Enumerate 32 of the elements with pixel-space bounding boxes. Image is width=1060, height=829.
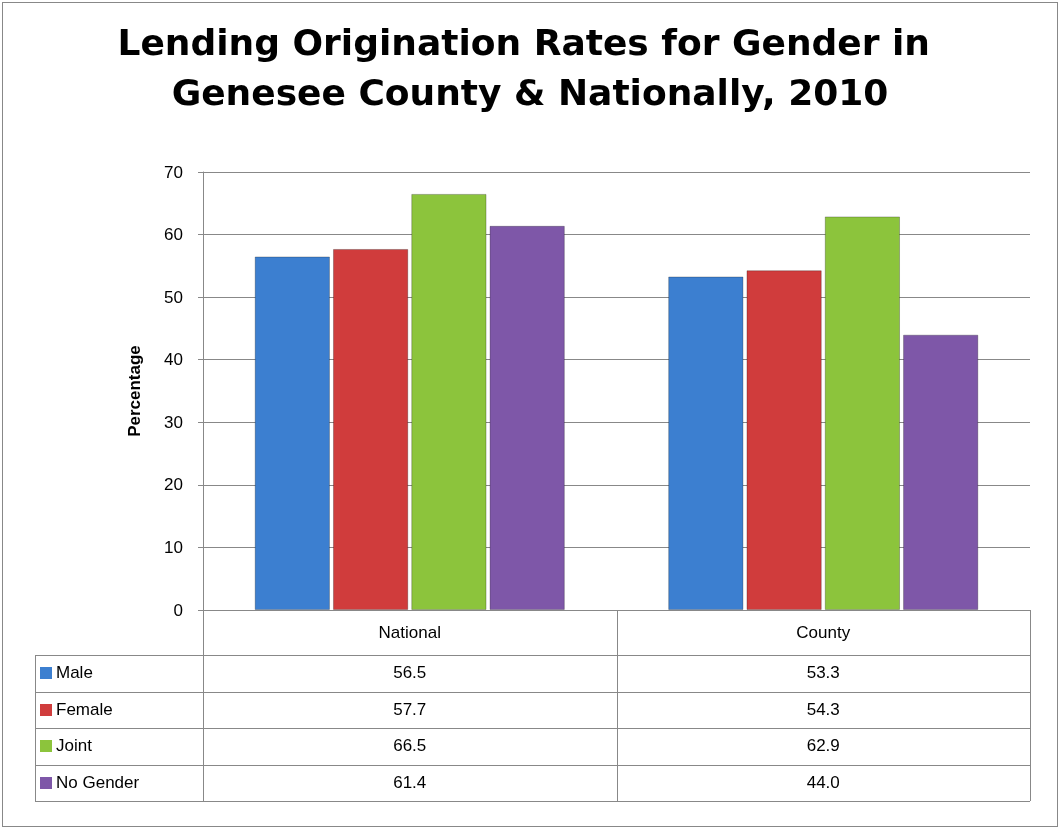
data-label: 66.5 — [392, 735, 428, 758]
y-tick-label: 30 — [164, 412, 183, 432]
data-label: 62.9 — [805, 735, 841, 758]
bar — [824, 216, 901, 610]
x-tick-label: County — [796, 623, 851, 642]
chart-title: Lending Origination Rates for Gender in Genesee County & Nationally, 2010 — [117, 21, 943, 113]
data-label: 53.3 — [805, 662, 841, 685]
y-tick-label: 50 — [164, 287, 183, 307]
y-tick-label: 60 — [164, 225, 183, 245]
x-tick-label: National — [378, 623, 441, 642]
y-axis-title: Percentage — [125, 345, 144, 437]
data-label: 44.0 — [805, 771, 841, 794]
legend-label: No Gender — [55, 771, 140, 794]
y-tick-label: 40 — [164, 350, 183, 370]
y-tick-label: 70 — [164, 162, 183, 182]
y-tick-label: 20 — [164, 475, 183, 495]
bar — [746, 270, 822, 610]
bar — [903, 334, 979, 610]
legend-label: Male — [55, 662, 93, 685]
data-label: 56.5 — [392, 662, 428, 685]
legend-label: Joint — [55, 735, 92, 758]
data-label: 57.7 — [392, 698, 428, 721]
legend-label: Female — [55, 698, 113, 721]
data-label: 54.3 — [805, 698, 841, 721]
bar — [332, 248, 409, 610]
bar — [668, 276, 744, 610]
y-tick-label: 0 — [173, 600, 183, 620]
bar — [254, 256, 330, 610]
data-label: 61.4 — [392, 771, 428, 794]
y-tick-label: 10 — [164, 537, 183, 557]
bar — [489, 225, 565, 610]
bar — [411, 193, 487, 610]
